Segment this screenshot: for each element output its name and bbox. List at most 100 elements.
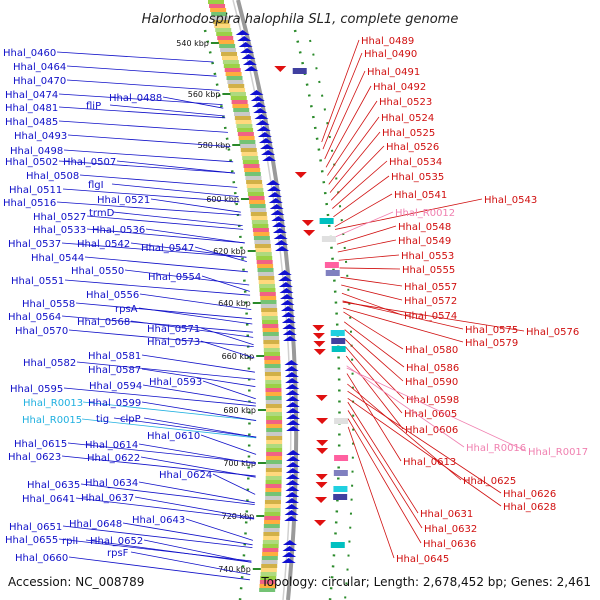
gc-block bbox=[262, 544, 279, 548]
right-gene-label: Hhal_0535 bbox=[391, 172, 444, 183]
gc-block bbox=[262, 328, 279, 332]
left-gene-label: Hhal_0615 bbox=[14, 439, 67, 450]
gc-block bbox=[232, 104, 249, 108]
right-gene-label: Hhal_0605 bbox=[404, 409, 457, 420]
feature-bar bbox=[319, 218, 334, 224]
left-gene-label: rplI bbox=[62, 536, 78, 547]
left-label-connector bbox=[63, 149, 234, 163]
gc-block bbox=[259, 584, 276, 588]
reverse-gene-arrow bbox=[312, 333, 325, 339]
left-gene-label: Hhal_0651 bbox=[9, 522, 62, 533]
right-gene-label: Hhal_0541 bbox=[394, 190, 447, 201]
gc-block bbox=[263, 536, 280, 540]
forward-gene-arrow bbox=[280, 300, 295, 305]
kbp-tick-label: 680 kbp bbox=[223, 406, 256, 415]
left-gene-label: Hhal_0614 bbox=[85, 440, 138, 451]
gc-block bbox=[260, 576, 277, 580]
left-gene-label: Hhal_0470 bbox=[13, 76, 66, 87]
gc-block bbox=[265, 396, 282, 400]
right-gene-label: Hhal_0490 bbox=[364, 49, 417, 60]
left-gene-label: Hhal_0556 bbox=[86, 290, 139, 301]
left-gene-label: Hhal_0502 bbox=[5, 157, 58, 168]
kbp-tick-label: 720 kbp bbox=[222, 512, 255, 521]
left-gene-label: Hhal_0593 bbox=[149, 377, 202, 388]
right-gene-label: Hhal_0580 bbox=[405, 345, 458, 356]
forward-gene-arrow bbox=[284, 366, 299, 371]
kbp-tick-label: 700 kbp bbox=[223, 459, 256, 468]
feature-bar bbox=[334, 455, 349, 461]
left-gene-label: Hhal_0551 bbox=[11, 276, 64, 287]
left-label-connector bbox=[138, 481, 255, 504]
feature-bar bbox=[333, 470, 348, 476]
left-label-connector bbox=[56, 201, 242, 216]
gc-block bbox=[265, 392, 282, 396]
forward-gene-arrow bbox=[285, 486, 300, 491]
gc-block bbox=[266, 428, 283, 432]
right-gene-label: Hhal_0553 bbox=[401, 251, 454, 262]
left-label-connector bbox=[143, 539, 252, 563]
right-label-connector bbox=[327, 100, 378, 176]
gc-block bbox=[211, 12, 228, 16]
left-label-connector bbox=[111, 183, 239, 197]
forward-gene-arrow bbox=[286, 414, 301, 419]
gc-block bbox=[241, 152, 258, 156]
gc-block bbox=[210, 8, 227, 12]
right-label-connector bbox=[328, 116, 380, 185]
gc-block bbox=[265, 488, 282, 492]
feature-bar bbox=[292, 68, 307, 74]
left-label-connector bbox=[61, 455, 256, 477]
gc-block bbox=[264, 360, 281, 364]
forward-gene-arrow bbox=[242, 60, 257, 65]
left-label-connector bbox=[201, 275, 250, 292]
forward-gene-arrow bbox=[244, 66, 259, 71]
right-gene-label: Hhal_0524 bbox=[381, 113, 434, 124]
gc-block bbox=[263, 528, 280, 532]
gc-block bbox=[231, 100, 248, 104]
gc-block bbox=[265, 376, 282, 380]
left-label-connector bbox=[58, 120, 228, 133]
forward-gene-arrow bbox=[285, 384, 300, 389]
gc-block bbox=[225, 72, 242, 76]
inner-dotted-track bbox=[203, 29, 251, 600]
left-gene-label: Hhal_0542 bbox=[77, 239, 130, 250]
reverse-gene-arrow bbox=[312, 325, 325, 331]
left-label-connector bbox=[141, 401, 257, 421]
gc-block bbox=[255, 252, 272, 256]
gc-block bbox=[234, 116, 251, 120]
right-label-connector bbox=[334, 193, 393, 228]
gc-block bbox=[257, 264, 274, 268]
gc-block bbox=[261, 564, 278, 568]
gc-block bbox=[261, 560, 278, 564]
gc-block bbox=[240, 148, 257, 152]
forward-gene-arrow bbox=[286, 426, 301, 431]
right-gene-label: Hhal_0574 bbox=[404, 311, 457, 322]
left-label-connector bbox=[109, 104, 225, 117]
gc-block bbox=[248, 196, 265, 200]
gc-block bbox=[266, 436, 283, 440]
right-label-connector bbox=[324, 70, 366, 160]
feature-bar bbox=[321, 236, 336, 242]
right-gene-label: Hhal_0489 bbox=[361, 36, 414, 47]
forward-gene-arrow bbox=[285, 492, 300, 497]
right-gene-label: Hhal_0543 bbox=[484, 195, 537, 206]
left-gene-label: trmD bbox=[89, 208, 115, 219]
gc-block bbox=[247, 192, 264, 196]
gc-block bbox=[265, 464, 282, 468]
left-gene-label: Hhal_0594 bbox=[89, 381, 142, 392]
left-label-connector bbox=[75, 302, 252, 320]
left-label-connector bbox=[130, 551, 251, 575]
reverse-gene-arrow bbox=[274, 66, 287, 72]
gc-block bbox=[264, 368, 281, 372]
left-gene-label: Hhal_0610 bbox=[147, 431, 200, 442]
reverse-gene-arrow bbox=[314, 520, 327, 526]
gc-block bbox=[255, 248, 272, 252]
forward-gene-arrow bbox=[252, 102, 267, 107]
forward-gene-arrow bbox=[254, 114, 269, 119]
gc-block bbox=[260, 572, 277, 576]
left-label-connector bbox=[130, 242, 247, 258]
gc-block bbox=[266, 420, 283, 424]
gc-block bbox=[214, 24, 231, 28]
gc-block bbox=[239, 140, 256, 144]
right-label-connector bbox=[347, 418, 422, 544]
right-gene-label: Hhal_0525 bbox=[382, 128, 435, 139]
